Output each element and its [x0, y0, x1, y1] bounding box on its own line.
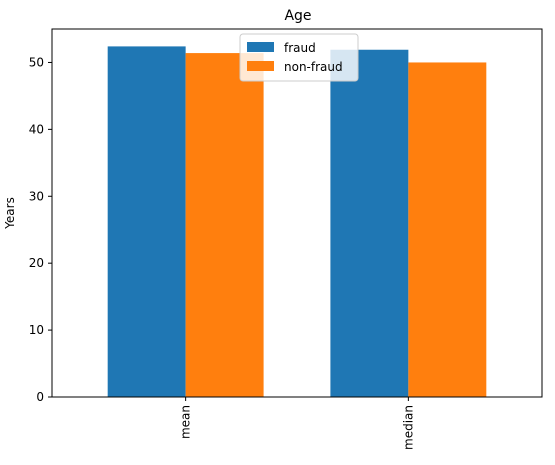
bar-non-fraud-mean — [185, 53, 264, 397]
y-tick-label: 50 — [29, 55, 44, 69]
legend-label-non-fraud: non-fraud — [284, 60, 343, 74]
y-axis-label: Years — [3, 197, 17, 230]
legend: fraud non-fraud — [239, 33, 359, 82]
y-tick-label: 10 — [29, 323, 44, 337]
bar-fraud-mean — [107, 46, 186, 397]
x-tick-label: mean — [179, 405, 193, 439]
bar-non-fraud-median — [408, 62, 487, 398]
y-tick-label: 20 — [29, 256, 44, 270]
bars — [107, 46, 487, 398]
plot-frame — [51, 28, 543, 398]
legend-swatch-non-fraud — [247, 61, 274, 71]
legend-label-fraud: fraud — [284, 41, 316, 55]
x-axis-ticks: mean median — [179, 397, 415, 450]
y-axis-ticks: 0 10 20 30 40 50 — [29, 55, 52, 404]
legend-swatch-fraud — [247, 42, 274, 52]
chart-title: Age — [284, 8, 311, 24]
y-tick-label: 0 — [36, 390, 44, 404]
y-tick-label: 40 — [29, 122, 44, 136]
x-tick-label: median — [401, 405, 415, 450]
y-tick-label: 30 — [29, 189, 44, 203]
bar-fraud-median — [330, 49, 409, 397]
